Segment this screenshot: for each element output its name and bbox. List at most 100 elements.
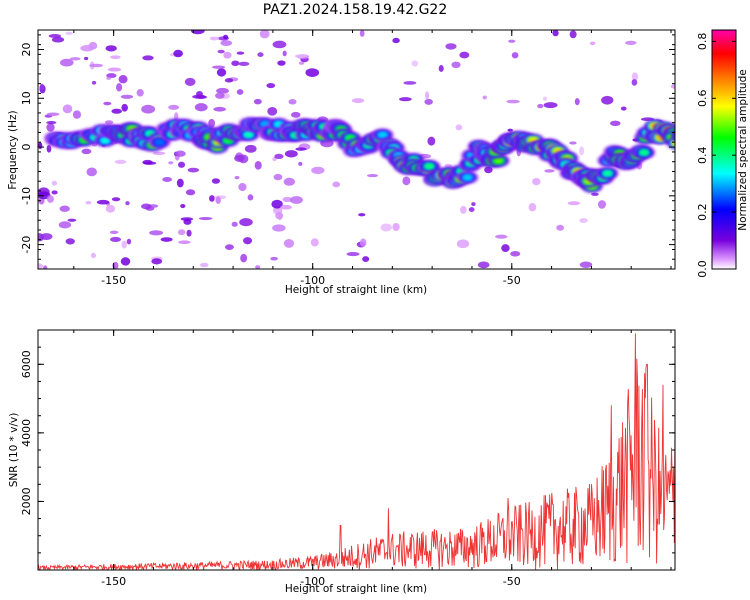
ridge-blob (603, 170, 612, 177)
noise-blob (225, 244, 234, 251)
noise-blob (631, 79, 638, 86)
noise-blob (118, 74, 128, 84)
noise-blob (168, 161, 174, 165)
ridge-blob (681, 132, 690, 138)
noise-blob (111, 197, 121, 202)
ridge-blob (676, 132, 688, 140)
noise-blob (482, 95, 487, 100)
noise-blob (81, 148, 92, 155)
noise-blob (231, 221, 238, 227)
noise-blob (194, 103, 208, 112)
noise-blob (110, 236, 122, 243)
noise-blob (176, 178, 184, 188)
ridge-blob (676, 131, 693, 141)
ridge-blob (684, 142, 693, 148)
noise-blob (184, 77, 196, 86)
noise-blob (116, 83, 123, 92)
ridge-blob (677, 130, 694, 140)
noise-blob (332, 181, 341, 188)
noise-blob (69, 57, 81, 61)
noise-blob (444, 163, 453, 168)
figure-title: PAZ1.2024.158.19.42.G22 (263, 2, 448, 18)
noise-blob (223, 51, 232, 59)
noise-blob (65, 238, 75, 245)
noise-blob (610, 120, 621, 127)
noise-blob (567, 201, 581, 206)
ridge-blob (155, 139, 164, 146)
ridge-blob (463, 174, 472, 181)
noise-blob (574, 98, 580, 106)
noise-blob (110, 55, 121, 60)
noise-blob (107, 67, 122, 72)
noise-blob (288, 99, 297, 105)
noise-blob (402, 176, 411, 186)
noise-blob (65, 31, 73, 36)
noise-blob (532, 177, 541, 186)
spectrogram-x-tick-label: -50 (503, 274, 521, 287)
noise-blob (121, 103, 128, 112)
noise-blob (284, 150, 298, 158)
ridge-blob (528, 137, 538, 143)
noise-blob (72, 110, 81, 119)
noise-blob (544, 169, 555, 173)
colorbar-tick-label: 0.2 (696, 203, 709, 221)
noise-blob (528, 203, 537, 212)
snr-xlabel: Height of straight line (km) (285, 583, 427, 595)
noise-blob (508, 39, 516, 43)
noise-blob (90, 252, 97, 259)
spectrogram-ylabel: Frequency (Hz) (7, 110, 19, 189)
noise-blob (271, 199, 283, 209)
noise-blob (238, 61, 250, 66)
noise-blob (411, 60, 419, 67)
ridge-blob (680, 139, 697, 149)
spectrogram-y-tick-label: -20 (20, 236, 33, 254)
noise-blob (351, 98, 365, 104)
noise-blob (277, 60, 286, 66)
noise-blob (266, 82, 276, 89)
noise-blob (80, 45, 94, 52)
noise-blob (141, 203, 152, 210)
noise-blob (104, 120, 114, 125)
spectrogram-y-tick-label: 10 (20, 91, 33, 105)
noise-blob (96, 199, 110, 205)
noise-blob (58, 221, 72, 229)
noise-blob (283, 239, 295, 248)
ridge-blob (378, 132, 387, 138)
noise-blob (215, 92, 225, 99)
ridge-blob (671, 139, 675, 147)
noise-blob (291, 111, 301, 118)
ridge-blob (639, 149, 649, 156)
noise-blob (38, 142, 43, 150)
noise-blob (121, 240, 127, 249)
noise-blob (216, 68, 227, 77)
noise-blob (367, 173, 379, 178)
noise-blob (552, 30, 559, 37)
noise-blob (399, 97, 412, 102)
noise-blob (591, 192, 599, 196)
spectrogram-xlabel: Height of straight line (km) (285, 284, 427, 296)
colorbar-tick-label: 0.6 (696, 90, 709, 108)
noise-blob (631, 72, 639, 81)
noise-blob (471, 202, 476, 206)
noise-blob (556, 224, 565, 231)
ridge-blob (679, 131, 691, 139)
noise-blob (46, 112, 60, 116)
noise-blob (272, 40, 287, 49)
noise-blob (507, 128, 513, 132)
ridge-blob (674, 132, 675, 138)
noise-blob (125, 201, 130, 206)
ridge-blob (424, 163, 434, 169)
noise-blob (359, 238, 367, 247)
noise-blob (274, 153, 284, 160)
noise-blob (425, 91, 430, 100)
noise-blob (223, 34, 229, 40)
noise-blob (253, 98, 262, 105)
noise-blob (295, 147, 307, 151)
colorbar-tick-label: 0.4 (696, 146, 709, 164)
noise-blob (438, 64, 444, 72)
noise-blob (142, 159, 153, 165)
noise-blob (39, 83, 45, 91)
noise-blob (311, 166, 325, 175)
snr-x-tick-label: -50 (503, 575, 521, 588)
